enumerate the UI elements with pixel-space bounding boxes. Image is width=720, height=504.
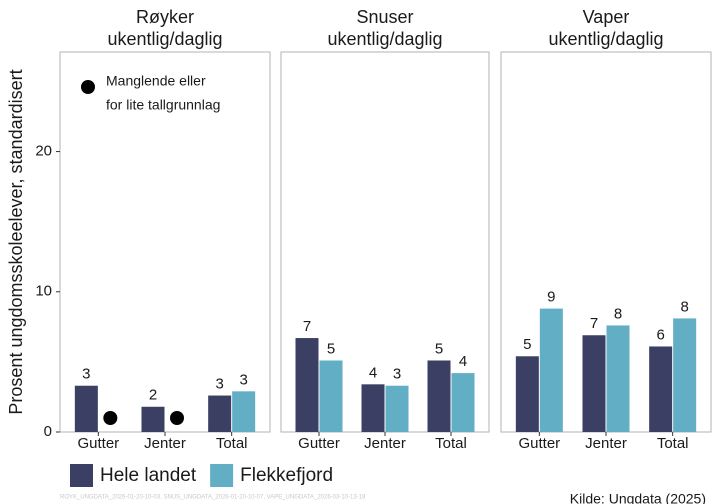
bar	[385, 385, 409, 432]
bar	[361, 384, 385, 432]
bar	[515, 356, 539, 432]
annotation-marker	[81, 80, 95, 94]
x-tick-label: Jenter	[364, 435, 406, 452]
source: Kilde: Ungdata (2025)	[570, 491, 706, 504]
x-tick-label: Total	[435, 435, 467, 452]
y-axis-label: Prosent ungdomsskoleelever, standardiser…	[6, 69, 26, 414]
panel-title: Røyker	[136, 7, 194, 27]
x-tick-label: Total	[657, 435, 689, 452]
value-label: 3	[215, 376, 223, 393]
value-label: 3	[82, 366, 90, 383]
legend-label: Flekkefjord	[240, 465, 333, 486]
annotation: for lite tallgrunnlag	[106, 97, 220, 113]
x-tick-label: Gutter	[298, 435, 340, 452]
y-tick-label: 20	[35, 143, 52, 160]
value-label: 2	[149, 387, 157, 404]
value-label: 9	[547, 289, 555, 306]
missing-marker	[103, 411, 118, 425]
value-label: 5	[327, 340, 335, 357]
bar	[451, 373, 475, 432]
x-tick-label: Jenter	[144, 435, 186, 452]
legend-swatch	[210, 464, 234, 487]
y-tick-label: 0	[44, 423, 52, 440]
value-label: 4	[369, 364, 377, 381]
footnote: ROYK_UNGDATA_2026-01-20-10-03, SNUS_UNGD…	[60, 495, 366, 501]
bar	[582, 335, 606, 432]
value-label: 8	[680, 298, 688, 315]
value-label: 3	[393, 366, 401, 383]
bar	[319, 360, 343, 432]
legend-swatch	[70, 464, 93, 487]
bar	[232, 391, 256, 432]
value-label: 3	[239, 371, 247, 388]
value-label: 4	[459, 353, 467, 370]
annotation: Manglende eller	[106, 73, 206, 89]
bar	[208, 395, 232, 432]
bar	[606, 325, 630, 432]
y-tick-label: 10	[35, 283, 52, 300]
missing-marker	[170, 411, 184, 425]
bar	[295, 338, 319, 432]
value-label: 6	[656, 326, 664, 343]
bar	[649, 346, 673, 432]
panel-title: ukentlig/daglig	[548, 29, 663, 49]
x-tick-label: Jenter	[585, 435, 627, 452]
panel-title: ukentlig/daglig	[107, 29, 222, 49]
panel-title: ukentlig/daglig	[327, 29, 442, 49]
value-label: 7	[590, 315, 598, 332]
value-label: 8	[614, 305, 622, 322]
x-tick-label: Total	[216, 435, 248, 452]
x-tick-label: Gutter	[518, 435, 560, 452]
value-label: 5	[523, 336, 531, 353]
panel-title: Snuser	[356, 7, 413, 27]
panel-title: Vaper	[583, 7, 630, 27]
value-label: 7	[303, 318, 311, 335]
value-label: 5	[435, 340, 443, 357]
bar	[539, 308, 563, 432]
bar	[141, 406, 165, 432]
bar	[74, 385, 98, 432]
x-tick-label: Gutter	[77, 435, 119, 452]
legend-label: Hele landet	[100, 465, 197, 486]
bar	[427, 360, 451, 432]
bar	[673, 318, 697, 432]
